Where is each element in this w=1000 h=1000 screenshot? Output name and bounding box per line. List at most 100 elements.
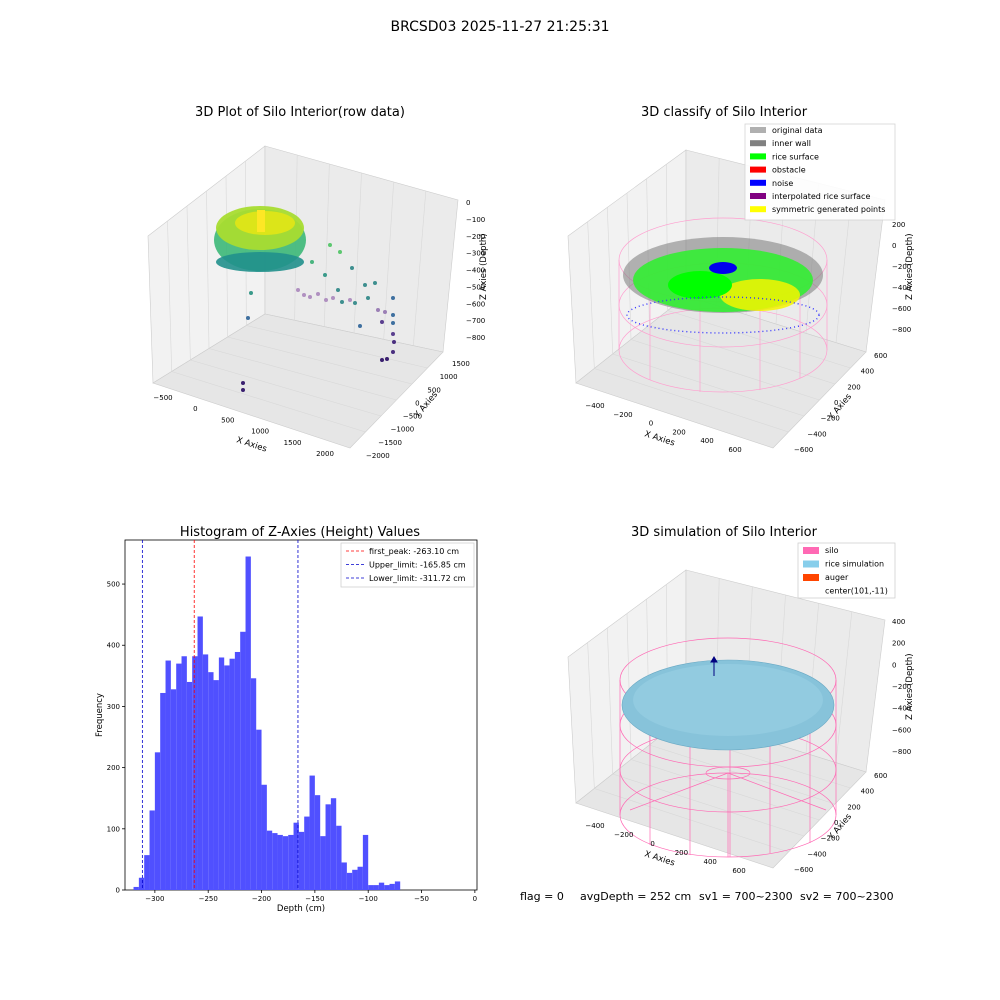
histogram-bar <box>165 660 171 890</box>
histogram-bar <box>138 877 145 890</box>
gridline <box>607 207 613 355</box>
classify-y-tick-label: −600 <box>794 446 813 454</box>
classify-z-tick-label: −800 <box>892 326 911 334</box>
raw-plot-title: 3D Plot of Silo Interior(row data) <box>195 105 405 120</box>
histogram-bar <box>389 883 395 890</box>
raw-data-point <box>348 298 352 302</box>
raw-data-point <box>308 295 312 299</box>
sim-z-tick-label: −400 <box>892 705 911 713</box>
y-tick-label: 200 <box>107 764 120 772</box>
histogram-bar <box>176 663 182 890</box>
histogram-bar <box>272 833 278 890</box>
sim-x-ticks: −400 −200 0 200 400 600 <box>585 822 745 875</box>
histogram-title: Histogram of Z-Axies (Height) Values <box>180 525 420 540</box>
status-footer: flag = 0 avgDepth = 252 cm sv1 = 700~230… <box>520 890 894 903</box>
classify-point-layers <box>623 237 823 334</box>
classify-legend: original data inner wall rice surface obsta… <box>744 123 896 221</box>
raw-data-point <box>249 291 253 295</box>
raw-y-tick-label: −1000 <box>391 426 415 434</box>
raw-z-tick-label: −500 <box>466 283 485 291</box>
gridline <box>594 368 789 433</box>
legend-label: first_peak: -263.10 cm <box>369 547 459 556</box>
histogram-bar <box>304 816 310 890</box>
histogram-bar <box>154 752 161 890</box>
histogram-bar <box>314 795 321 890</box>
classify-3d-plot: 3D classify of Silo Interior original <box>567 105 915 454</box>
x-tick-label: −300 <box>145 895 164 903</box>
gridline <box>171 371 366 433</box>
raw-data-point <box>310 260 314 264</box>
classify-z-ticks: 200 0 −200 −400 −600 −800 <box>892 221 911 334</box>
histogram-bar <box>336 825 342 890</box>
histogram-bar <box>208 672 214 890</box>
histogram-bar <box>250 678 257 890</box>
simulation-plot-title: 3D simulation of Silo Interior <box>631 525 818 540</box>
classify-z-tick-label: 0 <box>892 242 896 250</box>
histogram-reference-lines <box>141 540 299 890</box>
histogram-bar <box>186 681 193 890</box>
gridline <box>227 336 413 385</box>
raw-data-point <box>363 283 367 287</box>
classify-y-tick-label: −200 <box>821 415 840 423</box>
legend-swatch <box>750 153 766 160</box>
raw-data-point <box>391 296 395 300</box>
raw-data-point <box>353 301 357 305</box>
histogram-bar <box>325 804 331 890</box>
y-tick-label: 500 <box>107 581 120 589</box>
legend-swatch <box>803 574 819 581</box>
raw-data-point <box>316 292 320 296</box>
legend-swatch <box>750 166 766 173</box>
sim-z-tick-label: −600 <box>892 726 911 734</box>
raw-data-point <box>366 296 370 300</box>
raw-data-point <box>391 313 395 317</box>
histogram-bar <box>181 656 187 890</box>
raw-data-point <box>246 316 250 320</box>
legend-label: symmetric generated points <box>772 205 885 214</box>
histogram-bar <box>160 692 166 890</box>
histogram-bar <box>256 729 262 890</box>
histogram-bar <box>277 834 283 890</box>
classify-y-tick-label: 600 <box>874 352 887 360</box>
gridline <box>587 642 595 789</box>
legend-label: Lower_limit: -311.72 cm <box>369 574 466 583</box>
histogram-bar <box>229 658 235 890</box>
histogram-bar <box>197 616 203 890</box>
raw-3d-plot: 3D Plot of Silo Interior(row data) X Axi… <box>147 105 489 460</box>
histogram-bar <box>240 631 246 890</box>
histogram-bar <box>320 836 326 890</box>
sim-x-tick-label: 200 <box>675 849 688 857</box>
gridline <box>612 773 805 837</box>
classify-x-tick-label: 0 <box>649 420 653 428</box>
legend-label: obstacle <box>772 166 806 175</box>
histogram-bars <box>133 556 401 890</box>
legend-label: Upper_limit: -165.85 cm <box>369 561 466 570</box>
raw-data-point <box>350 266 354 270</box>
histogram-legend: first_peak: -263.10 cm Upper_limit: -165.… <box>340 542 475 588</box>
histogram-bar <box>373 885 379 890</box>
x-tick-label: −200 <box>252 895 271 903</box>
gridline <box>206 190 210 349</box>
legend-swatch <box>750 193 766 199</box>
raw-data-point <box>380 358 384 362</box>
classify-x-ticks: −400 −200 0 200 400 600 <box>585 402 741 454</box>
raw-data-point <box>241 381 245 385</box>
sim-y-tick-label: −200 <box>821 835 840 843</box>
gridline <box>190 359 382 417</box>
raw-data-point <box>324 298 328 302</box>
legend-label: noise <box>772 179 793 188</box>
raw-y-tick-label: 1500 <box>452 360 470 368</box>
y-tick-label: 400 <box>107 642 120 650</box>
histogram-bar <box>330 798 337 890</box>
sim-z-tick-label: −800 <box>892 748 911 756</box>
gridline <box>186 205 191 361</box>
simulation-3d-plot: 3D simulation of Silo Interior <box>567 525 915 875</box>
classify-x-tick-label: −400 <box>585 402 604 410</box>
raw-y-tick-label: 0 <box>415 399 419 407</box>
gridline <box>413 190 427 346</box>
raw-z-tick-label: −300 <box>466 250 485 258</box>
histogram-bar <box>261 784 267 890</box>
histogram-bar <box>368 885 374 890</box>
legend-swatch <box>803 547 819 554</box>
sim-x-tick-label: −400 <box>585 822 604 830</box>
